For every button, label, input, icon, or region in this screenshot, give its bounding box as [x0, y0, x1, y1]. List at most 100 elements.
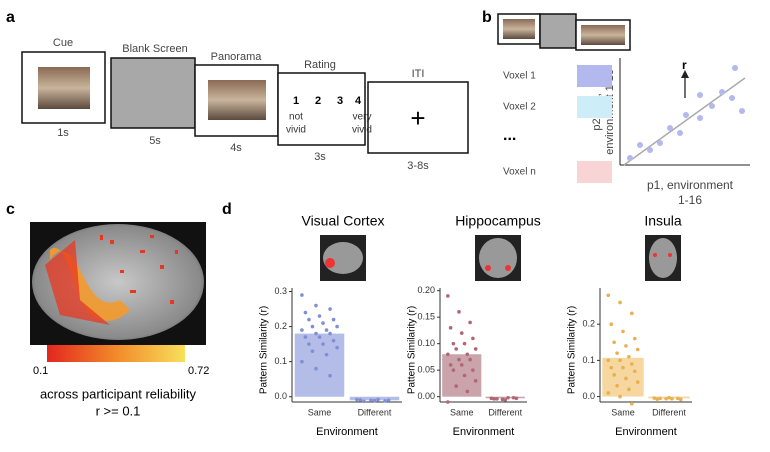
colorbar-max: 0.72 [188, 365, 209, 377]
step-duration: 3-8s [407, 160, 429, 172]
data-point [664, 396, 668, 401]
data-point [448, 325, 453, 330]
data-point [618, 358, 622, 363]
data-point [632, 336, 637, 341]
voxel-swatch [577, 65, 612, 87]
data-point [471, 368, 475, 372]
data-point [658, 396, 662, 401]
step-duration: 4s [230, 142, 242, 154]
voxel-label: Voxel n [503, 167, 536, 178]
data-point [630, 402, 634, 406]
data-point [635, 347, 640, 352]
colorbar-min: 0.1 [33, 365, 48, 377]
data-point [612, 373, 616, 377]
bar [349, 396, 400, 401]
data-point [511, 395, 516, 400]
fixation-cross: + [410, 103, 425, 133]
panel-label: a [6, 9, 15, 26]
panel-label: d [222, 201, 232, 218]
data-point [606, 293, 611, 298]
data-point [606, 391, 611, 395]
data-point [627, 354, 631, 359]
data-point [627, 387, 631, 392]
voxel-swatch [577, 96, 612, 118]
data-point [314, 331, 318, 336]
data-point [446, 352, 450, 357]
data-point [630, 362, 634, 366]
data-point [314, 366, 318, 371]
step-title: Panorama [211, 51, 263, 63]
data-point [454, 347, 458, 351]
y-tick-label: 0.3 [274, 286, 287, 296]
data-point [307, 342, 311, 346]
data-point [618, 394, 622, 399]
chart-title: Visual Cortex [301, 213, 384, 229]
panel-label: c [6, 201, 15, 218]
data-point [383, 399, 387, 403]
data-point [451, 341, 456, 346]
data-point [448, 363, 453, 367]
y-tick-label: 0.05 [417, 365, 435, 375]
step-title: Rating [304, 59, 336, 71]
data-point [676, 396, 680, 401]
step-duration: 1s [57, 127, 69, 139]
data-point [495, 397, 499, 401]
data-point [321, 321, 325, 325]
data-point [335, 324, 339, 329]
x-axis-label: Environment [453, 426, 515, 438]
y-tick-label: 0.10 [417, 338, 435, 348]
x-tick-label: Same [308, 407, 332, 417]
data-point [465, 352, 470, 357]
data-point [446, 400, 450, 404]
chart-title: Insula [644, 213, 682, 229]
rating-anchor: not [289, 112, 303, 123]
data-point [621, 329, 625, 334]
rating-number: 1 [293, 95, 299, 107]
y-axis-label: Pattern Similarity (r) [567, 306, 578, 394]
data-point [358, 398, 363, 402]
data-point [457, 357, 461, 362]
data-point [506, 395, 510, 400]
data-point [314, 303, 318, 308]
data-point [615, 351, 619, 355]
data-point [500, 397, 505, 402]
data-point [459, 331, 464, 335]
bar [294, 333, 345, 397]
y-tick-label: 0.2 [582, 319, 595, 329]
data-point [324, 352, 329, 357]
data-point [321, 342, 325, 346]
data-point [462, 373, 467, 378]
data-point [609, 322, 614, 326]
data-point [372, 398, 377, 403]
data-point [317, 314, 322, 318]
chart-title: Hippocampus [455, 213, 541, 229]
rating-anchor: vivid [286, 125, 306, 136]
data-point [376, 397, 380, 402]
data-point [621, 365, 625, 370]
rating-anchor: very [353, 112, 372, 123]
data-point [655, 397, 660, 401]
data-point [473, 378, 478, 383]
voxel-ellipsis: ... [503, 127, 516, 144]
data-point [317, 335, 322, 339]
data-point [612, 340, 616, 345]
y-tick-label: 0.20 [417, 285, 435, 295]
data-point [618, 300, 622, 305]
data-point [362, 399, 366, 404]
data-point [459, 363, 464, 367]
data-point [328, 373, 332, 378]
x-axis-label: p1, environment [647, 178, 734, 192]
y-tick-label: 0.1 [274, 356, 287, 366]
bar [602, 357, 644, 397]
data-point [468, 357, 472, 362]
data-point [609, 365, 614, 370]
rating-number: 2 [315, 95, 321, 107]
y-axis-label: Pattern Similarity (r) [259, 306, 270, 394]
step-title: ITI [412, 68, 425, 80]
step-duration: 5s [149, 135, 161, 147]
data-point [300, 359, 304, 364]
x-tick-label: Different [488, 407, 522, 417]
bar [485, 396, 525, 399]
data-point [635, 380, 640, 384]
y-tick-label: 0.0 [274, 391, 287, 401]
